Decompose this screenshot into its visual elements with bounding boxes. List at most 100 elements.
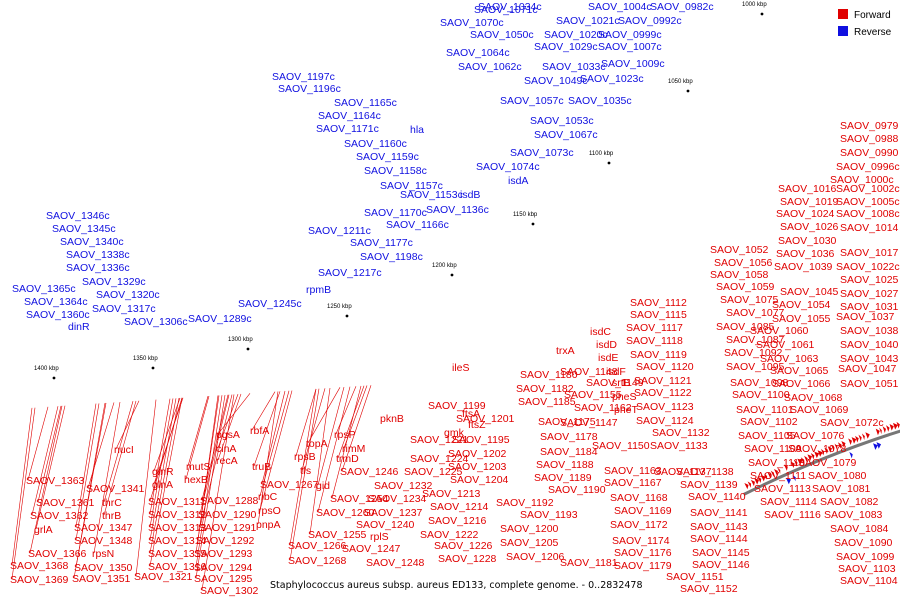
forward-gene-label: SAOV_1316 xyxy=(148,561,207,573)
reverse-gene-label: SAOV_1306c xyxy=(124,316,188,328)
forward-gene-label: SAOV_1149 xyxy=(586,377,644,389)
forward-gene xyxy=(797,458,803,466)
forward-gene-label: rbfA xyxy=(250,425,269,437)
forward-gene-label: tfs xyxy=(300,465,311,477)
reverse-gene-label: SAOV_1074c xyxy=(476,161,540,173)
scale-tick-label: 1000 kbp xyxy=(742,2,767,8)
forward-gene-label: SAOV_1291 xyxy=(198,522,257,534)
reverse-gene-label: SAOV_1211c xyxy=(308,225,371,237)
forward-gene-label: SAOV_0988 xyxy=(840,133,899,145)
forward-gene-label: SAOV_1266 xyxy=(288,540,347,552)
forward-leader-line xyxy=(341,385,372,472)
forward-leader-line xyxy=(195,395,220,554)
forward-gene-label: SAOV_1079 xyxy=(798,457,857,469)
forward-gene-label: SAOV_1311 xyxy=(148,496,206,508)
forward-gene-label: SAOV_1225 xyxy=(404,466,463,478)
forward-gene-label: isdF xyxy=(606,366,626,378)
reverse-gene-label: isdA xyxy=(508,175,528,187)
forward-gene xyxy=(827,446,832,453)
forward-gene-label: SAOV_1234 xyxy=(368,493,427,505)
forward-gene-label: SAOV_1150 xyxy=(592,440,650,452)
forward-gene-label: gid xyxy=(316,480,330,492)
forward-gene-label: SAOV_1054 xyxy=(772,299,831,311)
forward-labels: SAOV_0979SAOV_0988SAOV_0990SAOV_0996cSAO… xyxy=(10,120,900,597)
forward-leader-line xyxy=(29,405,63,554)
reverse-gene-label: SAOV_1160c xyxy=(344,138,407,150)
reverse-gene xyxy=(785,477,791,485)
forward-gene-label: SAOV_1350 xyxy=(74,562,133,574)
forward-gene-label: SAOV_1139 xyxy=(680,479,738,491)
reverse-gene-label: SAOV_1009c xyxy=(601,58,665,70)
forward-leader-line xyxy=(295,388,317,457)
forward-leader-line xyxy=(75,403,100,541)
forward-gene-label: SAOV_1061 xyxy=(756,339,815,351)
forward-leader-line xyxy=(11,407,33,566)
forward-gene-label: SAOV_1019 xyxy=(780,196,839,208)
forward-gene-label: SAOV_1038 xyxy=(840,325,899,337)
reverse-gene-label: SAOV_1317c xyxy=(92,303,156,315)
reverse-gene-label: SAOV_1171c xyxy=(316,123,379,135)
forward-gene-label: SAOV_1366 xyxy=(28,548,87,560)
forward-leader-line xyxy=(27,406,49,481)
forward-gene-label: SAOV_1184 xyxy=(540,446,598,458)
forward-gene-label: SAOV_1025 xyxy=(840,274,899,286)
forward-gene xyxy=(750,479,755,487)
forward-gene-label: SAOV_1090 xyxy=(834,537,893,549)
forward-gene-label: SAOV_1321 xyxy=(134,571,193,583)
forward-gene-label: SAOV_1133 xyxy=(650,440,708,452)
scale-tick-mark xyxy=(607,161,611,165)
forward-gene-label: SAOV_1174 xyxy=(612,535,670,547)
forward-gene xyxy=(820,448,825,456)
forward-gene-label: truB xyxy=(252,461,271,473)
forward-gene-label: SAOV_1105 xyxy=(738,430,796,442)
reverse-gene-label: SAOV_1053c xyxy=(530,115,594,127)
forward-gene-label: SAOV_1119 xyxy=(630,349,687,361)
reverse-gene-label: SAOV_1064c xyxy=(446,47,510,59)
forward-gene-label: SAOV_1043 xyxy=(840,353,899,365)
forward-gene-label: SAOV_1115 xyxy=(630,309,687,321)
reverse-gene-label: SAOV_1035c xyxy=(568,95,632,107)
forward-gene-label: SAOV_1039 xyxy=(774,261,833,273)
forward-gene-label: SAOV_1100 xyxy=(732,389,790,401)
map-caption: Staphylococcus aureus subsp. aureus ED13… xyxy=(270,580,643,591)
forward-gene-label: SAOV_1102 xyxy=(740,416,798,428)
forward-gene-label: SAOV_1162 xyxy=(574,402,632,414)
forward-gene-label: SAOV_1294 xyxy=(194,562,253,574)
forward-gene xyxy=(760,475,766,482)
forward-gene-label: SAOV_1176 xyxy=(614,547,672,559)
reverse-gene-label: SAOV_1197c xyxy=(272,71,335,83)
forward-gene xyxy=(896,421,900,429)
scale-tick-mark xyxy=(246,347,250,351)
forward-gene-label: SAOV_1092 xyxy=(724,347,783,359)
reverse-gene-label: SAOV_1345c xyxy=(52,223,116,235)
forward-gene-label: SAOV_1180 xyxy=(520,369,578,381)
forward-gene-label: SAOV_1155 xyxy=(564,389,622,401)
reverse-gene-label: SAOV_1021c xyxy=(556,15,620,27)
legend: Forward Reverse xyxy=(838,9,892,38)
forward-gene-label: SAOV_1110 xyxy=(748,457,805,469)
forward-gene xyxy=(774,468,778,476)
forward-gene-label: SAOV_1182 xyxy=(516,383,574,395)
forward-gene-label: SAOV_1348 xyxy=(74,535,133,547)
forward-leader-line xyxy=(153,397,181,472)
forward-gene-label: SAOV_1065 xyxy=(770,365,829,377)
forward-leader-line xyxy=(37,405,62,503)
forward-gene-label: isdE xyxy=(598,352,618,364)
forward-gene-label: SAOV_1205 xyxy=(500,537,559,549)
forward-gene-label: SAOV_1224 xyxy=(410,453,469,465)
scale-tick-label: 1300 kbp xyxy=(228,337,253,343)
forward-gene-label: SAOV_1267 xyxy=(260,479,319,491)
forward-leader-line xyxy=(289,388,320,561)
reverse-gene xyxy=(849,451,853,459)
forward-leader-line xyxy=(289,388,317,546)
forward-leader-line xyxy=(185,395,210,480)
forward-gene-label: SAOV_1248 xyxy=(366,557,425,569)
forward-gene-label: SAOV_1123 xyxy=(636,401,694,413)
forward-gene xyxy=(855,435,859,443)
forward-gene-label: SAOV_1237 xyxy=(364,507,423,519)
forward-gene-label: SAOV_1254 xyxy=(330,493,389,505)
forward-gene-label: SAOV_1148 xyxy=(560,366,618,378)
forward-gene xyxy=(848,438,852,445)
forward-gene xyxy=(770,470,774,477)
forward-gene xyxy=(831,444,835,452)
